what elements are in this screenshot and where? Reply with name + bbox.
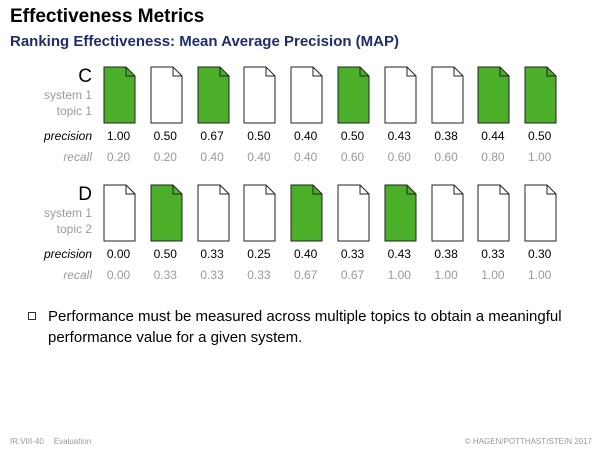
recall-value: 0.20 <box>153 150 177 164</box>
recall-value: 1.00 <box>387 268 411 282</box>
precision-value: 0.33 <box>340 247 365 261</box>
recall-label: recall <box>63 268 92 282</box>
ranking-system: system 1 <box>43 88 92 102</box>
recall-value: 0.67 <box>294 268 318 282</box>
recall-value: 1.00 <box>481 268 505 282</box>
recall-label: recall <box>63 150 92 164</box>
footer-copyright: © HAGEN/POTTHAST/STEIN 2017 <box>464 437 592 446</box>
document-row <box>0 184 600 242</box>
nonrelevant-document-icon <box>524 184 557 242</box>
nonrelevant-document-icon <box>431 66 464 124</box>
precision-value: 0.38 <box>434 247 458 261</box>
recall-value: 1.00 <box>528 150 552 164</box>
relevant-document-icon <box>524 66 557 124</box>
recall-value: 0.33 <box>200 268 224 282</box>
relevant-document-icon <box>290 184 323 242</box>
precision-value: 0.25 <box>247 247 271 261</box>
precision-value: 0.50 <box>247 129 271 143</box>
recall-value: 0.60 <box>387 150 411 164</box>
recall-value: 0.00 <box>106 268 131 282</box>
precision-value: 0.43 <box>387 247 411 261</box>
ranking-system: system 1 <box>43 206 92 220</box>
precision-value: 0.40 <box>294 129 318 143</box>
relevant-document-icon <box>150 184 183 242</box>
recall-value: 0.33 <box>153 268 177 282</box>
ranking-letter: D <box>78 184 92 205</box>
nonrelevant-document-icon <box>384 66 417 124</box>
relevant-document-icon <box>197 66 230 124</box>
ranking-letter: C <box>78 66 92 87</box>
relevant-document-icon <box>384 184 417 242</box>
recall-value: 0.80 <box>481 150 505 164</box>
recall-value: 1.00 <box>434 268 458 282</box>
nonrelevant-document-icon <box>197 184 230 242</box>
nonrelevant-document-icon <box>243 184 276 242</box>
precision-value: 0.38 <box>434 129 458 143</box>
relevant-document-icon <box>477 66 510 124</box>
slide-subtitle: Ranking Effectiveness: Mean Average Prec… <box>10 33 400 50</box>
nonrelevant-document-icon <box>103 184 136 242</box>
bullet-text: Performance must be measured across mult… <box>48 308 562 346</box>
nonrelevant-document-icon <box>150 66 183 124</box>
precision-value: 1.00 <box>106 129 131 143</box>
footer-slide-number: IR:VIII-40 <box>10 437 44 446</box>
ranking-topic: topic 1 <box>56 104 92 118</box>
recall-value: 0.60 <box>434 150 458 164</box>
slide-title: Effectiveness Metrics <box>10 6 205 27</box>
nonrelevant-document-icon <box>431 184 464 242</box>
recall-value: 0.33 <box>247 268 271 282</box>
recall-value: 0.60 <box>340 150 365 164</box>
precision-value: 0.50 <box>528 129 552 143</box>
nonrelevant-document-icon <box>337 184 370 242</box>
recall-value: 0.40 <box>247 150 271 164</box>
precision-value: 0.33 <box>481 247 505 261</box>
precision-value: 0.50 <box>153 247 177 261</box>
precision-value: 0.50 <box>340 129 365 143</box>
precision-value: 0.50 <box>153 129 177 143</box>
precision-value: 0.67 <box>200 129 224 143</box>
precision-label: precision <box>43 129 92 143</box>
precision-value: 0.44 <box>481 129 505 143</box>
document-row <box>0 66 600 124</box>
nonrelevant-document-icon <box>243 66 276 124</box>
precision-value: 0.40 <box>294 247 318 261</box>
recall-value: 1.00 <box>528 268 552 282</box>
precision-value: 0.30 <box>528 247 552 261</box>
precision-value: 0.33 <box>200 247 224 261</box>
recall-value: 0.67 <box>340 268 365 282</box>
nonrelevant-document-icon <box>290 66 323 124</box>
precision-label: precision <box>43 247 92 261</box>
recall-value: 0.40 <box>294 150 318 164</box>
footer-section: Evaluation <box>53 437 92 446</box>
precision-value: 0.00 <box>106 247 131 261</box>
relevant-document-icon <box>103 66 136 124</box>
bullet-square-icon <box>28 312 36 320</box>
recall-value: 0.40 <box>200 150 224 164</box>
footer-left: IR:VIII-40 Evaluation <box>10 437 91 446</box>
ranking-topic: topic 2 <box>56 222 92 236</box>
relevant-document-icon <box>337 66 370 124</box>
precision-value: 0.43 <box>387 129 411 143</box>
nonrelevant-document-icon <box>477 184 510 242</box>
recall-value: 0.20 <box>106 150 131 164</box>
